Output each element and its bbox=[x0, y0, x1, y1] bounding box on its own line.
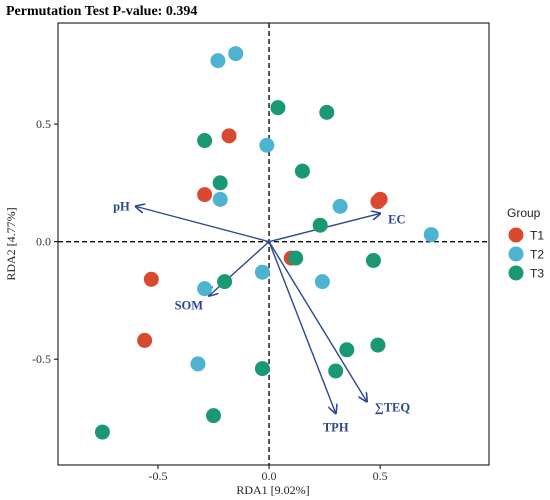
point-t1 bbox=[221, 128, 237, 144]
legend-label: T2 bbox=[530, 248, 544, 262]
legend-marker-t1 bbox=[508, 227, 524, 243]
point-t3 bbox=[217, 274, 233, 290]
plot-area bbox=[57, 22, 490, 466]
point-t2 bbox=[254, 264, 270, 280]
point-t3 bbox=[294, 163, 310, 179]
arrow-label: EC bbox=[388, 212, 405, 226]
point-t2 bbox=[423, 227, 439, 243]
arrow-label: ∑TEQ bbox=[375, 401, 411, 415]
arrow-tph-vector bbox=[268, 241, 336, 414]
y-axis-label: RDA2 [4.77%] bbox=[4, 207, 18, 280]
point-t2 bbox=[210, 53, 226, 69]
point-t3 bbox=[254, 361, 270, 377]
legend-label: T1 bbox=[530, 229, 544, 243]
point-t2 bbox=[314, 274, 330, 290]
point-t3 bbox=[197, 133, 213, 149]
arrow-som-vector bbox=[209, 241, 270, 296]
point-t2 bbox=[259, 137, 275, 153]
legend-label: T3 bbox=[530, 267, 544, 281]
point-t3 bbox=[212, 175, 228, 191]
legend-marker-t3 bbox=[508, 265, 524, 281]
point-t1 bbox=[137, 332, 153, 348]
point-t2 bbox=[212, 191, 228, 207]
point-t2 bbox=[197, 281, 213, 297]
point-t1 bbox=[197, 187, 213, 203]
point-t3 bbox=[288, 250, 304, 266]
point-t3 bbox=[270, 100, 286, 116]
axes: -0.5 0.0 0.5 -0.5 0.0 0.5 bbox=[32, 117, 388, 483]
arrow-label: pH bbox=[113, 199, 130, 213]
arrow-ph-vector bbox=[136, 206, 270, 243]
legend-marker-t2 bbox=[508, 246, 524, 262]
point-t2 bbox=[332, 198, 348, 214]
y-tick-label: -0.5 bbox=[32, 352, 51, 366]
point-t3 bbox=[339, 342, 355, 358]
legend-title: Group bbox=[507, 206, 541, 220]
point-t1 bbox=[370, 194, 386, 210]
sample-points bbox=[94, 46, 439, 440]
y-tick-label: 0.5 bbox=[36, 117, 51, 131]
arrow-label: SOM bbox=[175, 299, 204, 313]
chart-title: Permutation Test P-value: 0.394 bbox=[6, 4, 197, 19]
legend: Group T1 T2 T3 bbox=[507, 206, 544, 281]
point-t3 bbox=[312, 217, 328, 233]
arrow-label: TPH bbox=[323, 420, 349, 434]
x-tick-label: -0.5 bbox=[148, 469, 167, 483]
point-t2 bbox=[190, 356, 206, 372]
point-t3 bbox=[370, 337, 386, 353]
point-t3 bbox=[365, 252, 381, 268]
point-t2 bbox=[228, 46, 244, 62]
point-t3 bbox=[94, 424, 110, 440]
point-t1 bbox=[143, 271, 159, 287]
y-tick-label: 0.0 bbox=[36, 235, 51, 249]
reference-lines bbox=[58, 23, 489, 465]
point-t3 bbox=[206, 408, 222, 424]
point-t3 bbox=[319, 104, 335, 120]
x-tick-label: 0.0 bbox=[262, 469, 277, 483]
x-axis-label: RDA1 [9.02%] bbox=[236, 483, 309, 497]
arrow-teq-vector bbox=[268, 241, 367, 402]
environment-arrows: pH EC SOM TPH ∑TEQ bbox=[113, 199, 410, 434]
point-t3 bbox=[328, 363, 344, 379]
x-tick-label: 0.5 bbox=[373, 469, 388, 483]
